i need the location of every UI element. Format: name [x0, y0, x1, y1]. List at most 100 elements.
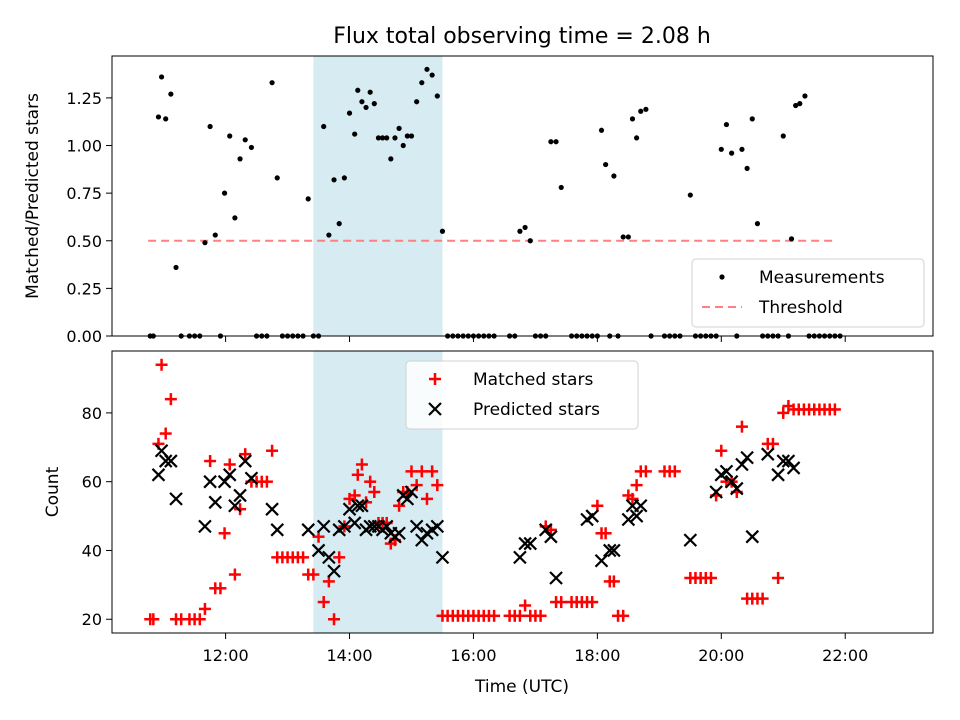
measurement-point — [269, 80, 275, 86]
matched-star-point — [393, 499, 406, 512]
predicted-x-b — [518, 536, 532, 551]
measurement-point — [168, 91, 174, 97]
predicted-star-point — [621, 512, 636, 527]
predicted-star-point — [316, 519, 331, 534]
measurement-point — [408, 133, 415, 139]
predicted-star-point — [538, 523, 553, 537]
predicted-x-b — [683, 533, 698, 547]
matched-star-point — [735, 420, 748, 433]
measurement-point — [802, 93, 808, 99]
predicted-x-b — [164, 454, 178, 468]
predicted-x-b — [409, 519, 424, 534]
predicted-star-point — [594, 554, 609, 568]
matched-star-point — [239, 448, 252, 461]
measurement-point — [517, 228, 523, 234]
matched-star-point — [534, 609, 547, 622]
predicted-x-b — [301, 523, 315, 537]
matched-star-point — [630, 479, 643, 492]
measurement-point — [355, 87, 361, 93]
predicted-star-point — [400, 492, 415, 506]
measurement-point — [729, 150, 735, 156]
measurement-point — [384, 135, 390, 141]
matched-star-point — [426, 465, 439, 478]
measurement-point — [388, 156, 394, 162]
matched-star-point — [639, 465, 652, 478]
measurement-point — [687, 192, 693, 198]
measurement-point — [744, 165, 750, 171]
matched-star-point — [513, 609, 526, 622]
predicted-x-b — [347, 516, 362, 530]
predicted-x-b — [316, 519, 331, 534]
measurement-point — [232, 215, 238, 221]
bottom-x-tick-label: 22:00 — [822, 646, 868, 665]
matched-star-point — [348, 489, 361, 502]
predicted-star-point — [151, 468, 166, 482]
measurement-point — [158, 74, 165, 80]
predicted-x-b — [355, 498, 369, 513]
predicted-x-b — [538, 523, 553, 537]
measurement-point — [634, 135, 640, 141]
predicted-x-b — [585, 509, 599, 523]
predicted-star-point — [683, 533, 698, 547]
matched-star-point — [333, 551, 346, 564]
matched-star-point — [617, 609, 630, 622]
matched-star-point — [328, 613, 341, 626]
predicted-x-b — [730, 481, 744, 496]
measurement-point — [396, 125, 402, 131]
measurement-point — [274, 175, 280, 181]
matched-star-point — [828, 403, 841, 416]
top-y-axis: 0.00 0.25 0.50 0.75 1.00 1.25 — [66, 89, 112, 346]
predicted-star-point — [217, 474, 232, 489]
matched-star-point — [668, 465, 681, 478]
predicted-x-b — [154, 443, 169, 458]
matched-star-point — [147, 613, 160, 626]
measurement-point — [341, 175, 347, 181]
predicted-star-point — [164, 454, 178, 468]
predicted-star-point — [270, 523, 285, 537]
count-points — [144, 358, 841, 626]
predicted-star-point — [719, 464, 734, 479]
predicted-star-point — [709, 485, 723, 499]
predicted-x-b — [337, 519, 352, 534]
measurement-point — [336, 221, 342, 227]
predicted-star-point — [549, 571, 563, 585]
predicted-x-b — [327, 564, 341, 578]
predicted-star-point — [244, 471, 259, 486]
top-y-tick-label: 1.00 — [66, 137, 102, 156]
matched-star-point — [405, 465, 418, 478]
top-y-tick-label: 0.00 — [66, 327, 102, 346]
predicted-x-b — [198, 519, 212, 534]
measurement-point — [212, 232, 218, 238]
predicted-star-point — [415, 533, 429, 547]
predicted-x-b — [379, 519, 394, 534]
measurement-point — [643, 106, 649, 112]
predicted-star-point — [169, 492, 183, 506]
measurement-point — [754, 221, 761, 227]
predicted-x-b — [400, 492, 415, 506]
predicted-x-b — [435, 550, 450, 565]
measurement-point — [548, 139, 554, 145]
predicted-star-point — [771, 468, 785, 482]
legend-matched-marker — [429, 373, 441, 385]
matched-star-point — [410, 479, 423, 492]
matched-star-point — [204, 455, 217, 468]
measurement-point — [242, 137, 248, 143]
bottom-y-tick-label: 60 — [82, 473, 102, 492]
predicted-x-b — [621, 512, 636, 527]
top-highlight-span — [313, 56, 443, 336]
predicted-x-b — [415, 533, 429, 547]
predicted-x-b — [629, 509, 644, 523]
measurement-point — [527, 238, 533, 244]
bottom-legend-box — [405, 360, 639, 430]
matched-star-point — [777, 406, 790, 419]
measurement-point — [363, 104, 369, 111]
bottom-plot-frame — [111, 350, 934, 634]
predicted-x-b — [786, 461, 801, 475]
matched-star-point — [756, 592, 769, 605]
predicted-x-b — [430, 519, 445, 534]
predicted-star-point — [228, 498, 242, 513]
measurement-point — [797, 101, 803, 107]
top-y-axis-label: Matched/Predicted stars — [23, 93, 43, 299]
measurement-point — [404, 133, 410, 139]
predicted-star-point — [379, 519, 394, 534]
